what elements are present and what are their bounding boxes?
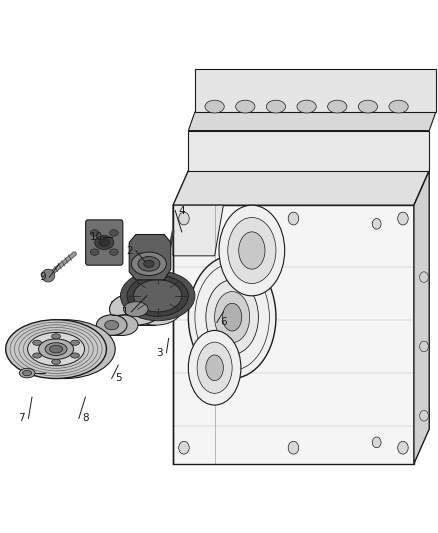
Circle shape xyxy=(288,212,299,225)
Ellipse shape xyxy=(124,302,148,317)
Circle shape xyxy=(398,212,408,225)
Ellipse shape xyxy=(206,280,258,354)
Ellipse shape xyxy=(389,100,408,113)
Ellipse shape xyxy=(197,342,232,393)
Text: 6: 6 xyxy=(220,318,227,327)
Circle shape xyxy=(179,441,189,454)
Ellipse shape xyxy=(134,280,182,312)
Circle shape xyxy=(179,212,189,225)
Circle shape xyxy=(372,437,381,448)
Polygon shape xyxy=(188,131,429,171)
Polygon shape xyxy=(112,315,123,335)
Text: 10: 10 xyxy=(90,232,103,242)
Ellipse shape xyxy=(129,293,182,325)
Ellipse shape xyxy=(90,249,99,255)
Polygon shape xyxy=(56,320,65,378)
Ellipse shape xyxy=(28,333,85,366)
Ellipse shape xyxy=(6,320,106,378)
Ellipse shape xyxy=(297,100,316,113)
Ellipse shape xyxy=(131,252,166,276)
Ellipse shape xyxy=(219,205,285,296)
Circle shape xyxy=(420,341,428,352)
Ellipse shape xyxy=(19,368,35,378)
Polygon shape xyxy=(414,171,429,464)
Ellipse shape xyxy=(110,230,118,236)
Circle shape xyxy=(420,410,428,421)
Polygon shape xyxy=(188,112,436,131)
Ellipse shape xyxy=(107,315,138,335)
Ellipse shape xyxy=(45,343,67,356)
Circle shape xyxy=(288,441,299,454)
Polygon shape xyxy=(173,171,429,205)
Polygon shape xyxy=(129,235,171,280)
Ellipse shape xyxy=(96,315,127,335)
Ellipse shape xyxy=(239,232,265,269)
Ellipse shape xyxy=(95,236,114,249)
Ellipse shape xyxy=(99,239,110,246)
Ellipse shape xyxy=(358,100,378,113)
Ellipse shape xyxy=(33,340,42,345)
Ellipse shape xyxy=(14,320,115,378)
Ellipse shape xyxy=(110,249,118,255)
Ellipse shape xyxy=(49,345,63,353)
Ellipse shape xyxy=(120,271,195,321)
Ellipse shape xyxy=(144,260,154,268)
Text: 2: 2 xyxy=(126,246,133,255)
Ellipse shape xyxy=(110,293,162,325)
Ellipse shape xyxy=(71,340,79,345)
Ellipse shape xyxy=(228,217,276,284)
Ellipse shape xyxy=(90,230,99,236)
Ellipse shape xyxy=(138,256,160,271)
Polygon shape xyxy=(195,69,436,112)
Circle shape xyxy=(372,219,381,229)
Ellipse shape xyxy=(52,359,60,365)
Text: 4: 4 xyxy=(178,206,185,215)
Ellipse shape xyxy=(206,355,223,381)
Ellipse shape xyxy=(236,100,255,113)
Ellipse shape xyxy=(223,303,242,331)
Ellipse shape xyxy=(52,334,60,339)
Polygon shape xyxy=(173,205,223,256)
Text: 3: 3 xyxy=(156,348,163,358)
Ellipse shape xyxy=(105,320,119,330)
Ellipse shape xyxy=(328,100,347,113)
Text: 9: 9 xyxy=(39,272,46,282)
Circle shape xyxy=(420,272,428,282)
Ellipse shape xyxy=(188,330,241,405)
Circle shape xyxy=(398,441,408,454)
Text: 8: 8 xyxy=(82,414,89,423)
Ellipse shape xyxy=(42,269,55,282)
Ellipse shape xyxy=(215,292,250,343)
Text: 5: 5 xyxy=(115,374,122,383)
Ellipse shape xyxy=(39,339,74,359)
FancyBboxPatch shape xyxy=(85,220,123,265)
Text: 1: 1 xyxy=(121,307,128,317)
Ellipse shape xyxy=(127,275,188,317)
Ellipse shape xyxy=(205,100,224,113)
Polygon shape xyxy=(136,293,155,325)
Polygon shape xyxy=(173,205,414,464)
Ellipse shape xyxy=(266,100,286,113)
Text: 7: 7 xyxy=(18,414,25,423)
Ellipse shape xyxy=(23,370,32,376)
Ellipse shape xyxy=(71,353,79,358)
Ellipse shape xyxy=(188,256,276,378)
Ellipse shape xyxy=(33,353,42,358)
